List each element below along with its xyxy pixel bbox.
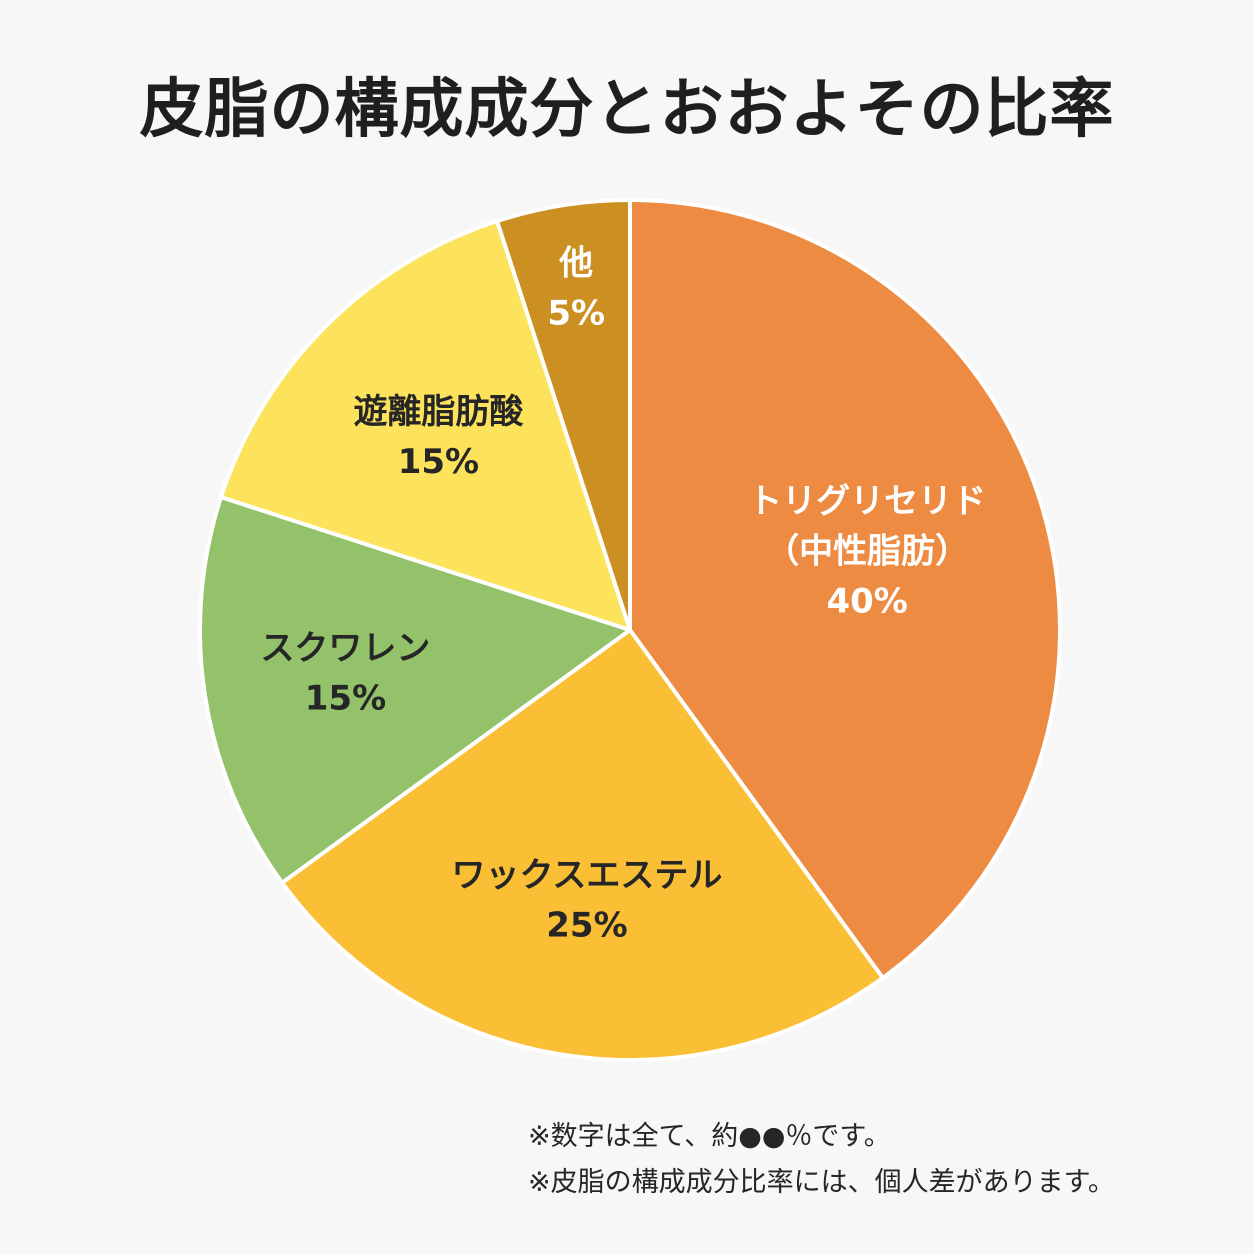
slice-label-4-name: 他 — [558, 244, 593, 284]
slice-label-0-name: トリグリセリド — [748, 481, 986, 521]
slice-label-1-value_label: 25% — [546, 905, 627, 945]
pie-slice-1 — [280, 628, 885, 1062]
slice-label-2-name: スクワレン — [260, 629, 430, 669]
slice-label-0-sublabel: （中性脂肪） — [765, 531, 969, 571]
pie-slice-0 — [628, 198, 1062, 980]
footnote-individual-difference: ※皮脂の構成成分比率には、個人差があります。 — [528, 1167, 1115, 1198]
footnote-approximate: ※数字は全て、約●●％です。 — [528, 1121, 891, 1152]
slice-label-4-value_label: 5% — [547, 294, 605, 334]
pie-slice-3 — [219, 219, 632, 632]
chart-title: 皮脂の構成成分とおおよその比率 — [139, 73, 1115, 147]
slice-label-1-name: ワックスエステル — [451, 855, 722, 895]
slice-label-3-name: 遊離脂肪酸 — [353, 392, 524, 432]
pie-slice-2 — [198, 495, 632, 885]
slice-label-0-value_label: 40% — [826, 581, 907, 621]
slice-label-3-value_label: 15% — [398, 442, 479, 482]
pie-slice-4 — [495, 198, 632, 632]
slice-label-2-value_label: 15% — [305, 679, 386, 719]
